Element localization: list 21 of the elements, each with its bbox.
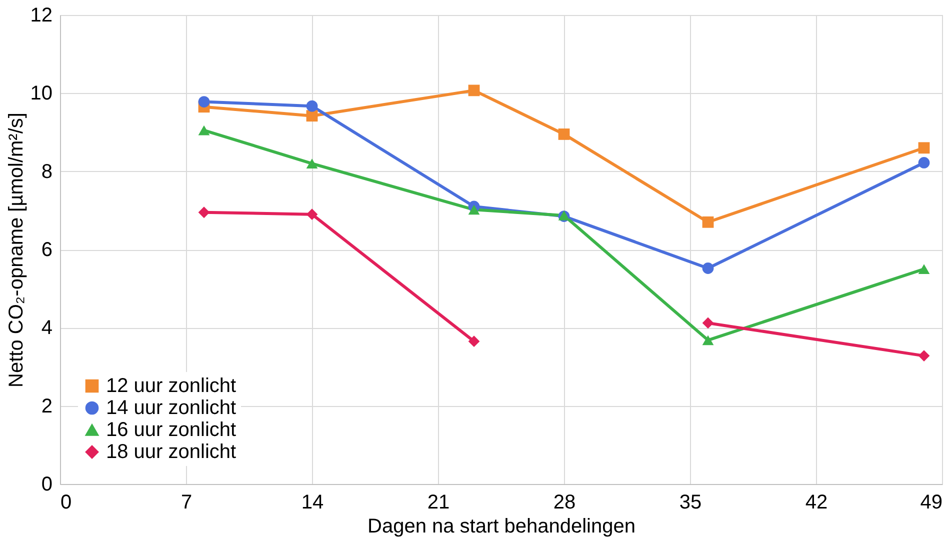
x-tick-label: 0 xyxy=(60,492,72,514)
x-tick-label: 21 xyxy=(427,492,450,514)
x-tick-label: 7 xyxy=(180,492,192,514)
legend-label: 18 uur zonlicht xyxy=(106,441,237,463)
x-tick-label: 28 xyxy=(553,492,576,514)
x-tick-label: 49 xyxy=(920,492,942,514)
y-tick-label: 8 xyxy=(41,160,52,183)
legend-label: 14 uur zonlicht xyxy=(106,397,237,419)
legend-label: 12 uur zonlicht xyxy=(106,375,237,397)
y-tick-label: 10 xyxy=(30,82,52,105)
x-tick-label: 42 xyxy=(805,492,828,514)
y-tick-label: 2 xyxy=(41,395,52,418)
y-tick-label: 6 xyxy=(41,239,52,261)
x-tick-label: 35 xyxy=(679,492,702,514)
y-axis-title: Netto CO₂-opname [µmol/m²/s] xyxy=(5,112,28,388)
x-tick-label: 14 xyxy=(301,492,324,514)
y-tick-label: 0 xyxy=(41,474,52,496)
x-axis-title: Dagen na start behandelingen xyxy=(368,516,636,538)
legend-label: 16 uur zonlicht xyxy=(106,419,237,441)
y-tick-label: 4 xyxy=(41,317,52,340)
y-tick-label: 12 xyxy=(30,4,52,26)
